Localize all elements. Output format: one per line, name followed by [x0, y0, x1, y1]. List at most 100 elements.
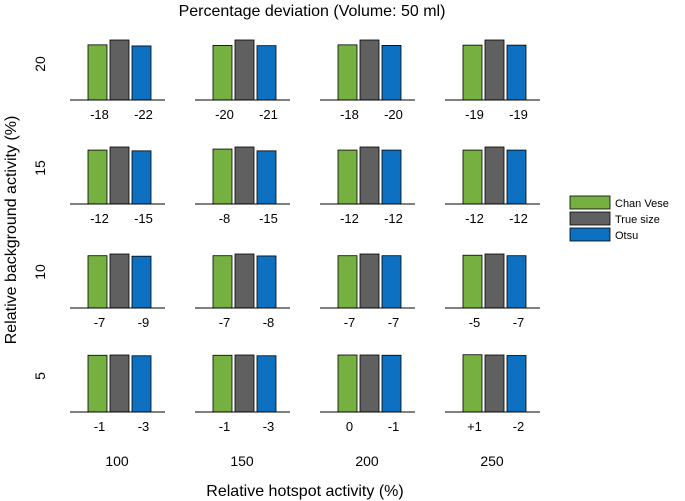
- bar-chan-vese: [462, 44, 483, 101]
- label-otsu: -12: [509, 211, 528, 226]
- label-otsu: -15: [134, 211, 153, 226]
- label-chan-vese: -7: [219, 315, 231, 330]
- bar-otsu: [506, 149, 527, 205]
- panel-5-250: +1 -2: [445, 354, 540, 434]
- bar-otsu: [131, 255, 152, 309]
- label-chan-vese: -7: [344, 315, 356, 330]
- bar-otsu: [256, 45, 277, 101]
- bar-otsu: [506, 355, 527, 413]
- bar-chan-vese: [87, 354, 108, 413]
- label-otsu: -9: [138, 315, 150, 330]
- bar-true-size: [359, 146, 380, 205]
- bar-chan-vese: [462, 254, 483, 309]
- label-otsu: -8: [263, 315, 275, 330]
- label-otsu: -7: [513, 315, 525, 330]
- label-chan-vese: +1: [467, 419, 482, 434]
- label-otsu: -3: [138, 419, 150, 434]
- bar-true-size: [234, 146, 255, 205]
- label-chan-vese: -7: [94, 315, 106, 330]
- panel-20-250: -19 -19: [445, 39, 540, 122]
- bar-chan-vese: [212, 255, 233, 309]
- bar-true-size: [484, 354, 505, 413]
- panel-5-100: -1 -3: [70, 354, 165, 434]
- label-otsu: -21: [259, 107, 278, 122]
- label-chan-vese: -1: [94, 419, 106, 434]
- bar-true-size: [109, 146, 130, 205]
- panel-5-200: 0 -1: [320, 354, 415, 434]
- bar-chan-vese: [212, 45, 233, 101]
- label-otsu: -22: [134, 107, 153, 122]
- bar-chan-vese: [212, 148, 233, 205]
- panel-10-150: -7 -8: [195, 253, 290, 330]
- bar-otsu: [506, 255, 527, 309]
- bar-chan-vese: [337, 354, 358, 413]
- label-chan-vese: -1: [219, 419, 231, 434]
- bar-true-size: [109, 354, 130, 413]
- label-chan-vese: -20: [215, 107, 234, 122]
- bar-true-size: [234, 354, 255, 413]
- bar-otsu: [131, 150, 152, 205]
- bar-true-size: [484, 39, 505, 101]
- label-chan-vese: -12: [340, 211, 359, 226]
- legend: Chan Vese True size Otsu: [569, 195, 669, 242]
- panel-15-150: -8 -15: [195, 146, 290, 226]
- bar-chan-vese: [87, 149, 108, 205]
- panel-5-150: -1 -3: [195, 354, 290, 434]
- bar-otsu: [256, 355, 277, 413]
- panel-10-250: -5 -7: [445, 253, 540, 330]
- panel-20-100: -18 -22: [70, 39, 165, 122]
- row-label-20: 20: [32, 56, 48, 72]
- column-label-250: 250: [480, 453, 504, 469]
- bar-true-size: [484, 253, 505, 309]
- panel-15-250: -12 -12: [445, 146, 540, 226]
- label-chan-vese: -18: [90, 107, 109, 122]
- legend-swatch-chan-vese: [569, 195, 611, 210]
- bar-chan-vese: [462, 354, 483, 413]
- bar-otsu: [256, 255, 277, 309]
- panel-15-200: -12 -12: [320, 146, 415, 226]
- column-label-100: 100: [105, 453, 129, 469]
- label-otsu: -3: [263, 419, 275, 434]
- bar-true-size: [234, 39, 255, 101]
- panel-10-100: -7 -9: [70, 253, 165, 330]
- y-axis-label: Relative background activity (%): [3, 116, 20, 345]
- bar-chan-vese: [337, 149, 358, 205]
- bar-true-size: [359, 354, 380, 413]
- bar-chan-vese: [337, 255, 358, 309]
- column-label-150: 150: [230, 453, 254, 469]
- legend-label-true-size: True size: [615, 214, 660, 226]
- row-label-5: 5: [32, 372, 48, 380]
- bar-true-size: [359, 253, 380, 309]
- label-otsu: -12: [384, 211, 403, 226]
- label-otsu: -2: [513, 419, 525, 434]
- row-label-10: 10: [32, 264, 48, 280]
- label-chan-vese: -5: [469, 315, 481, 330]
- bar-otsu: [381, 255, 402, 309]
- legend-swatch-true-size: [569, 211, 611, 226]
- label-chan-vese: -12: [90, 211, 109, 226]
- bar-true-size: [109, 253, 130, 309]
- chart-title: Percentage deviation (Volume: 50 ml): [179, 3, 446, 20]
- bar-chan-vese: [87, 44, 108, 101]
- label-otsu: -1: [388, 419, 400, 434]
- bar-true-size: [359, 39, 380, 101]
- bar-true-size: [109, 39, 130, 101]
- panel-15-100: -12 -15: [70, 146, 165, 226]
- bar-otsu: [131, 45, 152, 101]
- label-chan-vese: -19: [465, 107, 484, 122]
- bar-chan-vese: [462, 149, 483, 205]
- bar-otsu: [381, 354, 402, 413]
- panel-20-200: -18 -20: [320, 39, 415, 122]
- bar-otsu: [381, 149, 402, 205]
- label-chan-vese: -8: [219, 211, 231, 226]
- column-label-200: 200: [355, 453, 379, 469]
- bar-otsu: [506, 44, 527, 101]
- label-otsu: -15: [259, 211, 278, 226]
- label-chan-vese: -18: [340, 107, 359, 122]
- label-chan-vese: 0: [346, 419, 353, 434]
- label-chan-vese: -12: [465, 211, 484, 226]
- bar-chan-vese: [337, 44, 358, 101]
- label-otsu: -20: [384, 107, 403, 122]
